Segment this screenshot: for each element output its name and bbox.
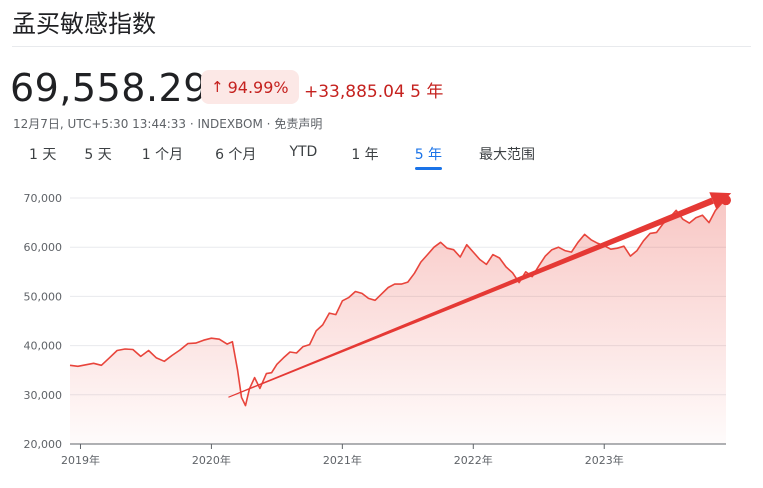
tab-5-year[interactable]: 5 年: [414, 144, 443, 170]
change-period: 5 年: [410, 82, 444, 102]
last-price-dot: [721, 195, 731, 206]
tab-5-day[interactable]: 5 天: [84, 147, 112, 163]
x-tick-label: 2019年: [61, 453, 100, 467]
x-tick-label: 2020年: [192, 453, 231, 467]
change-absolute: +33,885.04 5 年: [304, 77, 443, 102]
arrow-up-icon: ↑: [211, 78, 224, 96]
y-tick-label: 60,000: [24, 241, 63, 254]
tab-1-month[interactable]: 1 个月: [141, 147, 184, 163]
page-title: 孟买敏感指数: [12, 10, 156, 38]
range-tabs: 1 天 5 天 1 个月 6 个月 YTD 1 年 5 年 最大范围: [29, 144, 536, 170]
trend-arrow-shaft: [228, 197, 714, 398]
tab-max[interactable]: 最大范围: [479, 147, 536, 163]
x-tick-label: 2023年: [585, 453, 624, 467]
price-line: [69, 199, 727, 407]
tab-ytd[interactable]: YTD: [289, 144, 318, 160]
change-percent-badge: ↑ 94.99%: [201, 70, 299, 104]
x-tick-label: 2021年: [323, 453, 362, 467]
y-tick-label: 70,000: [24, 192, 63, 205]
tab-6-month[interactable]: 6 个月: [215, 147, 257, 163]
quote-meta: 12月7日, UTC+5:30 13:44:33 · INDEXBOM · 免责…: [13, 115, 322, 132]
change-absolute-value: +33,885.04: [304, 82, 405, 102]
tab-1-day[interactable]: 1 天: [29, 147, 57, 163]
header-divider: [12, 46, 751, 47]
x-tick-label: 2022年: [454, 453, 493, 467]
tab-1-year[interactable]: 1 年: [351, 147, 379, 163]
y-tick-label: 30,000: [24, 389, 63, 402]
y-tick-label: 40,000: [24, 340, 63, 353]
current-price: 69,558.29: [10, 66, 208, 110]
quote-meta-text: 12月7日, UTC+5:30 13:44:33 · INDEXBOM ·: [13, 117, 275, 131]
disclaimer-link[interactable]: 免责声明: [274, 117, 323, 131]
y-tick-label: 20,000: [24, 438, 63, 451]
change-percent-value: 94.99%: [227, 77, 289, 97]
y-tick-label: 50,000: [24, 290, 63, 303]
price-chart: 70,000 60,000 50,000 40,000 30,000 20,000 201…: [24, 192, 732, 467]
